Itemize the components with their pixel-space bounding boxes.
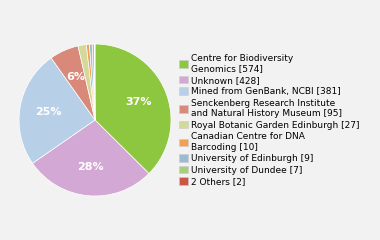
Wedge shape xyxy=(94,44,95,120)
Wedge shape xyxy=(92,44,95,120)
Wedge shape xyxy=(95,44,171,174)
Legend: Centre for Biodiversity
Genomics [574], Unknown [428], Mined from GenBank, NCBI : Centre for Biodiversity Genomics [574], … xyxy=(177,52,362,188)
Wedge shape xyxy=(78,44,95,120)
Wedge shape xyxy=(51,46,95,120)
Text: 25%: 25% xyxy=(35,107,62,117)
Text: 28%: 28% xyxy=(78,162,104,172)
Text: 37%: 37% xyxy=(125,97,152,107)
Wedge shape xyxy=(86,44,95,120)
Wedge shape xyxy=(33,120,149,196)
Wedge shape xyxy=(19,58,95,163)
Wedge shape xyxy=(89,44,95,120)
Text: 6%: 6% xyxy=(66,72,85,82)
